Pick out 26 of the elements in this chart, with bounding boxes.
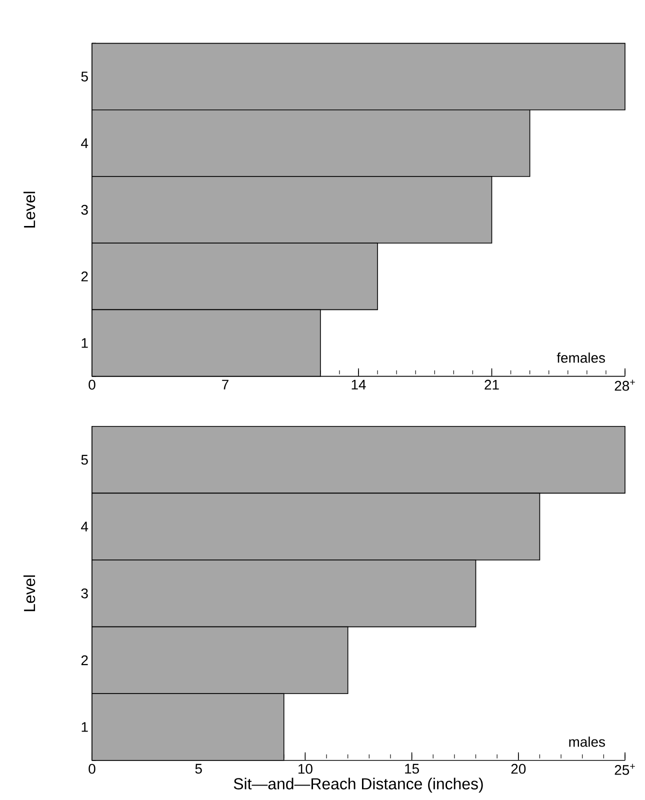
x-axis-title: Sit—and—Reach Distance (inches) xyxy=(234,778,483,793)
x-tick-label: 28$^{+}$ xyxy=(614,380,635,391)
y-tick-label: 1 xyxy=(82,338,88,348)
y-tick-label: 4 xyxy=(81,522,88,532)
x-tick-label: 0 xyxy=(88,764,96,774)
y-tick-label: 2 xyxy=(81,272,88,282)
x-tick-label: 5 xyxy=(195,764,202,774)
x-tick-label: 10 xyxy=(298,764,312,774)
x-tick-label: 25$^{+}$ xyxy=(614,764,635,775)
x-tick-label: 7 xyxy=(222,380,228,390)
y-tick-label: 3 xyxy=(81,588,88,598)
y-axis-title: Level xyxy=(23,575,36,612)
x-tick-label: 0 xyxy=(88,380,96,390)
x-tick-label: 20 xyxy=(511,764,526,774)
annotation: females xyxy=(556,352,605,363)
y-tick-label: 5 xyxy=(81,454,88,465)
y-tick-label: 3 xyxy=(81,204,88,215)
y-tick-label: 1 xyxy=(82,722,88,732)
x-tick-label: 14 xyxy=(352,380,366,390)
y-axis-title: Level xyxy=(23,192,36,228)
y-tick-label: 5 xyxy=(81,72,88,82)
x-tick-label: 21 xyxy=(484,380,499,390)
y-tick-label: 2 xyxy=(81,655,88,666)
annotation: males xyxy=(569,736,605,747)
y-tick-label: 4 xyxy=(81,138,88,148)
x-tick-label: 15 xyxy=(405,764,419,774)
